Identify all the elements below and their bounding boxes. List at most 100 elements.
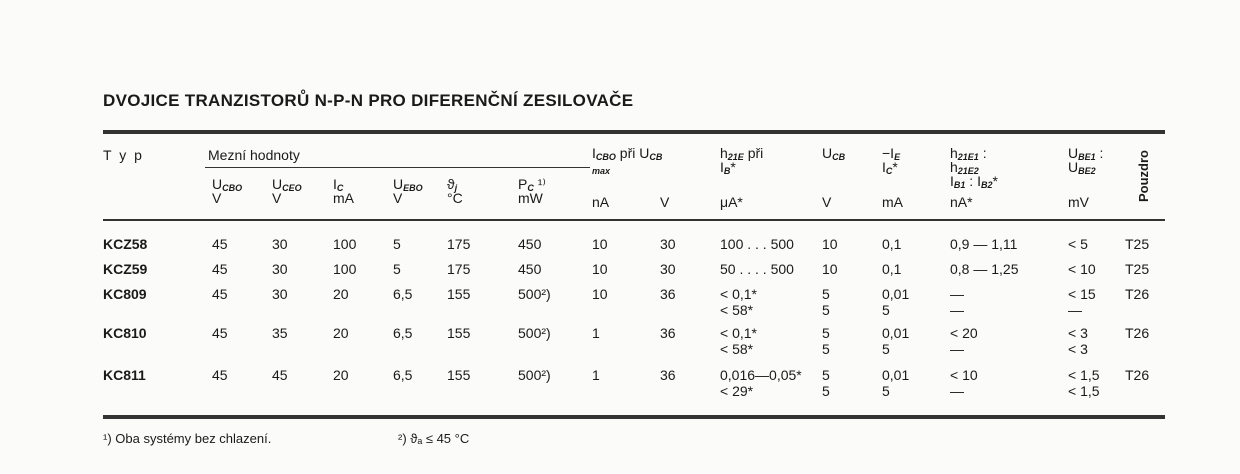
header-group-mezni-hodnoty: Mezní hodnoty — [208, 147, 300, 163]
column-header: mA — [333, 190, 354, 206]
table-cell: 100 — [333, 261, 357, 277]
column-header: h21E1 : — [950, 145, 987, 162]
table-cell: 0,01 — [882, 367, 910, 383]
table-cell: — — [950, 341, 964, 357]
table-cell: 500²) — [518, 367, 551, 383]
cell-typ: KC811 — [103, 367, 146, 383]
table-cell: 450 — [518, 261, 542, 277]
table-cell: 30 — [272, 236, 288, 252]
table-cell: < 3 — [1068, 325, 1088, 341]
cell-typ: KC809 — [103, 286, 147, 302]
table-cell: — — [1068, 302, 1082, 318]
table-cell: 175 — [447, 236, 471, 252]
table-cell: 100 . . . 500 — [720, 236, 794, 252]
column-header: ICBO při UCB — [592, 145, 663, 162]
table-cell: < 0,1* — [720, 286, 757, 302]
table-cell: 5 — [822, 383, 830, 399]
table-cell: 5 — [822, 325, 830, 341]
table-cell: 5 — [822, 302, 830, 318]
table-cell: < 58* — [720, 341, 754, 357]
column-unit: mV — [1068, 194, 1089, 210]
table-cell: < 20 — [950, 325, 978, 341]
header-pouzdro: Pouzdro — [1136, 150, 1151, 202]
table-cell: 5 — [882, 302, 890, 318]
table-cell: 30 — [660, 236, 676, 252]
table-cell: < 0,1* — [720, 325, 757, 341]
table-cell: 10 — [592, 286, 608, 302]
table-cell: < 58* — [720, 302, 754, 318]
column-header: UEBO — [393, 176, 423, 193]
column-header: V — [272, 190, 282, 206]
bottom-rule — [103, 415, 1165, 419]
column-header: UBE1 : — [1068, 145, 1104, 162]
table-cell: — — [950, 302, 964, 318]
column-header: h21E při — [720, 145, 764, 162]
table-cell: 10 — [822, 261, 838, 277]
table-title: DVOJICE TRANZISTORŮ N-P-N PRO DIFERENČNÍ… — [103, 91, 634, 110]
table-cell: 6,5 — [393, 325, 413, 341]
table-cell: 35 — [272, 325, 288, 341]
table-cell: 45 — [212, 286, 228, 302]
table-cell: 36 — [660, 367, 676, 383]
table-cell: < 10 — [950, 367, 978, 383]
table-cell: 20 — [333, 286, 349, 302]
table-cell: 0,9 — 1,11 — [950, 236, 1018, 252]
column-header: mW — [518, 190, 543, 206]
cell-typ: KCZ58 — [103, 236, 148, 252]
table-cell: < 10 — [1068, 261, 1096, 277]
table-cell: 36 — [660, 286, 676, 302]
column-header: UBE2 — [1068, 159, 1096, 176]
table-cell: 45 — [212, 367, 228, 383]
table-cell: T25 — [1125, 261, 1150, 277]
cell-typ: KCZ59 — [103, 261, 148, 277]
table-cell: 20 — [333, 325, 349, 341]
table-cell: 5 — [822, 341, 830, 357]
cell-typ: KC810 — [103, 325, 147, 341]
table-cell: < 29* — [720, 383, 754, 399]
table-cell: 0,01 — [882, 325, 910, 341]
table-cell: < 15 — [1068, 286, 1096, 302]
table-cell: 5 — [393, 261, 401, 277]
table-cell: 20 — [333, 367, 349, 383]
table-cell: — — [950, 286, 964, 302]
table-cell: T26 — [1125, 367, 1150, 383]
table-cell: — — [950, 383, 964, 399]
table-cell: 45 — [212, 261, 228, 277]
table-cell: 500²) — [518, 325, 551, 341]
column-header: UCBO — [212, 176, 243, 193]
table-cell: T26 — [1125, 325, 1150, 341]
table-cell: 5 — [882, 383, 890, 399]
table-cell: 0,1 — [882, 261, 902, 277]
column-header: −IE — [882, 145, 901, 162]
table-cell: 30 — [272, 261, 288, 277]
table-cell: 45 — [212, 236, 228, 252]
column-unit: nA* — [950, 194, 973, 210]
table-cell: 0,8 — 1,25 — [950, 261, 1019, 277]
table-cell: 1 — [592, 325, 600, 341]
table-cell: 45 — [272, 367, 288, 383]
table-cell: 6,5 — [393, 367, 413, 383]
table-cell: 0,1 — [882, 236, 902, 252]
header-rule — [103, 219, 1165, 221]
table-cell: 100 — [333, 236, 357, 252]
top-rule — [103, 130, 1165, 134]
table-cell: T26 — [1125, 286, 1150, 302]
table-cell: 155 — [447, 367, 471, 383]
table-cell: 10 — [592, 261, 608, 277]
column-unit: V — [660, 194, 670, 210]
table-cell: 5 — [393, 236, 401, 252]
table-cell: 1 — [592, 367, 600, 383]
table-cell: < 5 — [1068, 236, 1088, 252]
column-header: V — [393, 190, 403, 206]
table-cell: 30 — [660, 261, 676, 277]
table-cell: 30 — [272, 286, 288, 302]
table-cell: 50 . . . . 500 — [720, 261, 794, 277]
table-cell: 5 — [822, 367, 830, 383]
table-cell: 175 — [447, 261, 471, 277]
table-cell: < 1,5 — [1068, 383, 1100, 399]
group-underline — [205, 167, 590, 168]
column-header: IC* — [882, 159, 898, 176]
table-cell: 10 — [822, 236, 838, 252]
column-header: IB1 : IB2* — [950, 173, 998, 190]
